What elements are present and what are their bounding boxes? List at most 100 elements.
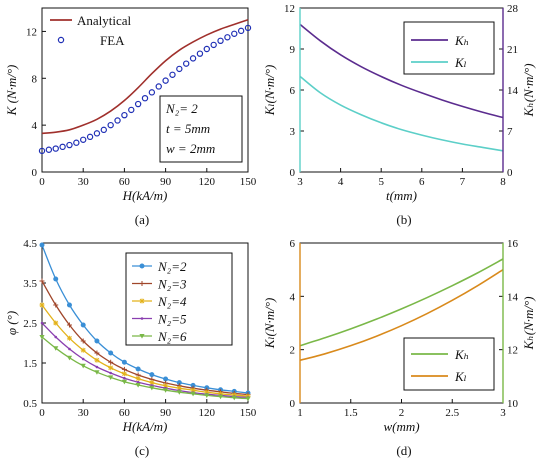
panel-c-chart: 0 30 60 90 120 150 0.5 1.5 2.5 3.5 4.5 H(kA/m) φ (°)…	[4, 238, 257, 434]
data-point-c-1	[53, 302, 59, 308]
data-point-fea	[128, 106, 135, 114]
x-tick-label-c: 120	[199, 407, 216, 419]
data-point-c-3	[81, 357, 85, 361]
data-point-c-1	[108, 359, 114, 365]
data-point-c-4	[94, 370, 100, 375]
data-point-c-2	[163, 383, 169, 389]
y-right-tick-label-d: 10	[507, 398, 519, 410]
data-point-c-1	[80, 338, 86, 344]
data-point-fea	[244, 24, 252, 32]
data-point-c-4	[39, 335, 45, 340]
y-tick-label-d: 0	[290, 398, 296, 410]
x-tick-label-a: 30	[78, 176, 90, 188]
x-tick-label-c: 30	[78, 407, 90, 419]
y-axis-label-d: Kₗ(N·m/°)	[262, 298, 277, 350]
data-point-c-4	[245, 396, 251, 402]
data-point-c-2	[149, 380, 155, 386]
y-right-tick-label-d: 12	[507, 345, 518, 357]
data-point-fea	[237, 27, 245, 35]
data-point-c-0	[53, 276, 59, 282]
x-tick-label-b: 6	[419, 176, 425, 188]
y-right-tick-label-b: 21	[507, 44, 518, 56]
data-point-fea	[52, 145, 59, 152]
y-tick-label-c: 4.5	[23, 238, 37, 250]
x-tick-label-a: 60	[119, 176, 131, 188]
legend-marker-c-0	[139, 263, 145, 269]
data-point-c-0	[149, 372, 155, 378]
caption-a: (a)	[135, 212, 149, 227]
data-point-c-3	[136, 380, 140, 384]
data-point-c-2	[204, 389, 210, 395]
data-point-fea	[100, 126, 108, 134]
y-axis-label-b: Kₗ(N·m/°)	[262, 65, 277, 117]
data-point-c-0	[108, 350, 114, 356]
data-point-c-4	[149, 385, 155, 391]
data-point-c-0	[94, 338, 100, 344]
data-point-c-0	[66, 302, 72, 308]
x-tick-label-b: 5	[378, 176, 384, 188]
legend-marker-c-2	[139, 298, 145, 304]
data-point-c-3	[95, 365, 99, 369]
series-line-c-4	[41, 336, 249, 400]
data-point-c-2	[66, 335, 72, 341]
data-point-c-0	[121, 359, 127, 365]
x-axis-label-a: H(kA/m)	[122, 188, 168, 203]
legend-label-c-0: N₂=2	[157, 259, 187, 274]
data-point-c-2	[53, 320, 59, 326]
y-right-tick-label-b: 28	[507, 3, 519, 15]
panel-d-chart: 1 1.5 2 2.5 3 0 2 4 6 10 12 14 16 w(mm) Kₗ(N·m/°) Kₕ(N·…	[262, 238, 536, 434]
annotation-line: w = 2mm	[166, 141, 215, 156]
data-point-fea	[176, 65, 183, 73]
x-tick-label-a: 150	[240, 176, 257, 188]
y-tick-label-a: 4	[32, 120, 38, 132]
panel-a-chart: 0 30 60 90 120 150 0 4 8 12 H(kA/m) K (N·m/°) Analyt…	[4, 7, 257, 203]
data-point-fea	[121, 111, 128, 119]
y-tick-label-d: 2	[290, 345, 296, 357]
y-tick-label-a: 8	[32, 73, 38, 85]
x-axis-label-b: t(mm)	[386, 188, 417, 203]
data-point-fea	[203, 45, 210, 53]
data-point-fea	[182, 60, 190, 67]
caption-b: (b)	[396, 212, 411, 227]
data-point-fea	[45, 146, 53, 153]
legend-label-b-1: Kₗ	[454, 55, 467, 70]
data-point-c-1	[121, 366, 127, 372]
y-tick-label-b: 6	[290, 85, 296, 97]
data-point-fea	[169, 71, 176, 78]
data-point-c-3	[109, 371, 112, 375]
data-point-fea	[38, 147, 46, 155]
y-tick-label-a: 12	[26, 26, 37, 38]
data-point-c-4	[53, 346, 59, 351]
y-right-axis-label-d: Kₕ(N·m/°)	[521, 296, 536, 350]
data-point-c-2	[39, 302, 45, 308]
data-point-c-4	[204, 393, 210, 398]
data-point-c-4	[176, 390, 182, 395]
data-point-c-3	[123, 376, 126, 380]
data-point-c-4	[190, 391, 196, 397]
data-point-c-2	[80, 347, 86, 353]
data-point-c-2	[190, 387, 196, 393]
x-tick-label-b: 3	[297, 176, 303, 188]
data-point-c-2	[108, 365, 114, 371]
data-point-c-4	[66, 355, 73, 361]
legend-label-d-1: Kₗ	[454, 369, 467, 384]
data-point-fea	[224, 34, 231, 41]
data-point-fea	[155, 83, 162, 90]
data-point-fea	[86, 133, 94, 141]
y-right-tick-label-d: 14	[507, 291, 519, 303]
y-tick-label-b: 9	[290, 44, 296, 56]
y-axis-label-a: K (N·m/°)	[4, 65, 19, 117]
series-line-c-0	[41, 244, 249, 394]
series-line-c-2	[41, 304, 249, 397]
y-tick-label-a: 0	[32, 167, 38, 179]
data-point-fea	[148, 89, 156, 96]
x-tick-label-c: 150	[240, 407, 257, 419]
series-line-b-0	[299, 23, 504, 119]
data-point-c-3	[54, 335, 58, 339]
data-point-fea	[66, 141, 73, 149]
series-line-analytical	[41, 18, 249, 135]
x-tick-label-d: 3	[500, 407, 506, 419]
y-tick-label-c: 0.5	[23, 398, 37, 410]
y-tick-label-b: 12	[284, 3, 295, 15]
x-tick-label-b: 7	[460, 176, 466, 188]
